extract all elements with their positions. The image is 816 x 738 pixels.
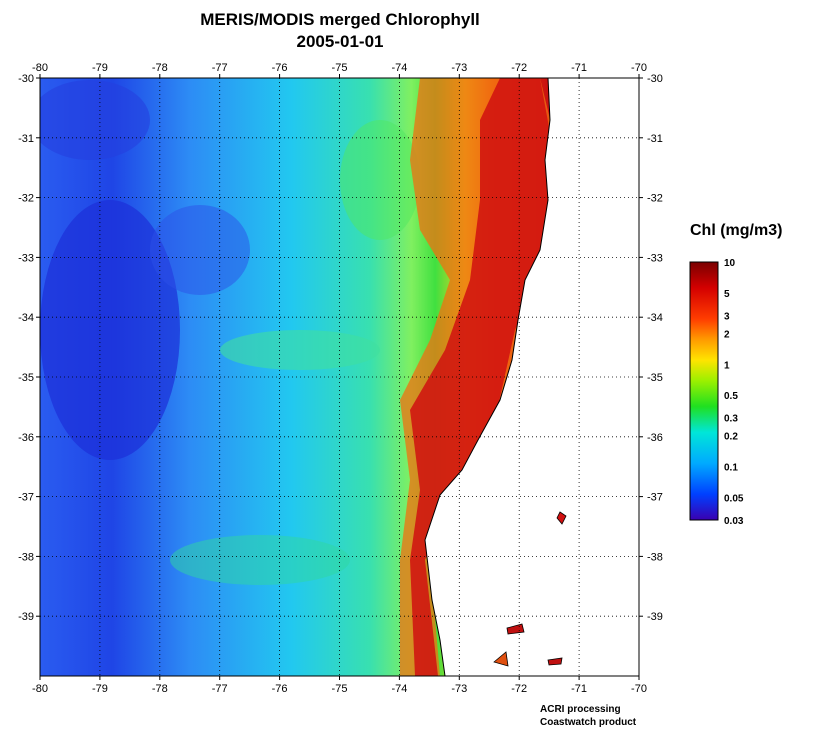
lake — [556, 511, 567, 525]
lat-tick-label-right: -39 — [647, 611, 663, 623]
lat-tick-label-right: -32 — [647, 193, 663, 205]
lon-tick-label-bottom: -76 — [272, 683, 288, 695]
lake — [506, 623, 525, 635]
lat-tick-label-left: -38 — [18, 551, 34, 563]
lat-tick-label-left: -36 — [18, 432, 34, 444]
colorbar-tick-label: 5 — [724, 289, 730, 300]
green-filament — [340, 120, 420, 240]
map-date: 2005-01-01 — [296, 32, 384, 51]
lon-tick-label-bottom: -70 — [631, 683, 647, 695]
lat-tick-label-right: -31 — [647, 133, 663, 145]
colorbar-tick-label: 0.2 — [724, 432, 738, 443]
lon-tick-label-bottom: -75 — [332, 683, 348, 695]
green-filament — [170, 535, 350, 585]
lon-tick-label-top: -70 — [631, 62, 647, 74]
credit-product: Coastwatch product — [540, 717, 637, 728]
lon-tick-label-bottom: -78 — [152, 683, 168, 695]
lon-tick-label-bottom: -77 — [212, 683, 228, 695]
lat-tick-label-right: -36 — [647, 432, 663, 444]
lon-tick-label-bottom: -80 — [32, 683, 48, 695]
lon-tick-label-top: -76 — [272, 62, 288, 74]
lon-tick-label-top: -75 — [332, 62, 348, 74]
lon-tick-label-bottom: -71 — [571, 683, 587, 695]
axis-tick-labels: -80 -80 -79 -79 -78 -78 -77 -77 -76 -76 -75 -75 -74 -… — [18, 62, 663, 695]
legend-title: Chl (mg/m3) — [690, 222, 783, 239]
credit-processing: ACRI processing — [540, 704, 621, 715]
lon-tick-label-top: -78 — [152, 62, 168, 74]
lon-tick-label-top: -77 — [212, 62, 228, 74]
lat-tick-label-right: -33 — [647, 252, 663, 264]
map-title: MERIS/MODIS merged Chlorophyll — [200, 10, 480, 29]
colorbar-tick-label: 10 — [724, 258, 736, 269]
colorbar-labels: 10 5 3 2 1 0.5 0.3 0.2 0.1 0.05 0.03 — [724, 258, 744, 527]
graticule — [36, 74, 643, 680]
lat-tick-label-left: -34 — [18, 312, 34, 324]
lat-tick-label-right: -34 — [647, 312, 663, 324]
green-filament — [220, 330, 380, 370]
map-frame — [39, 77, 640, 677]
lon-tick-label-top: -80 — [32, 62, 48, 74]
lon-tick-label-top: -79 — [92, 62, 108, 74]
colorbar-tick-label: 0.3 — [724, 414, 738, 425]
colorbar-tick-label: 0.1 — [724, 463, 738, 474]
lon-tick-label-top: -72 — [511, 62, 527, 74]
lake — [547, 657, 563, 666]
lat-tick-label-left: -30 — [18, 73, 34, 85]
lat-tick-label-right: -37 — [647, 492, 663, 504]
colorbar-tick-label: 2 — [724, 329, 730, 340]
colorbar-tick-label: 1 — [724, 360, 730, 371]
upwelling-core — [410, 78, 555, 676]
lon-tick-label-bottom: -73 — [451, 683, 467, 695]
lon-tick-label-bottom: -74 — [391, 683, 407, 695]
lon-tick-label-top: -73 — [451, 62, 467, 74]
lat-tick-label-left: -31 — [18, 133, 34, 145]
lon-tick-label-top: -74 — [391, 62, 407, 74]
colorbar-tick-label: 3 — [724, 311, 730, 322]
lat-tick-label-left: -32 — [18, 193, 34, 205]
oligotrophic-patch — [40, 200, 180, 460]
lake — [493, 651, 509, 667]
lat-tick-label-left: -33 — [18, 252, 34, 264]
lon-tick-label-top: -71 — [571, 62, 587, 74]
oligotrophic-patch — [150, 205, 250, 295]
coastline — [424, 78, 551, 676]
colorbar-tick-label: 0.5 — [724, 391, 738, 402]
colorbar — [689, 261, 719, 521]
colorbar-tick-label: 0.03 — [724, 516, 744, 527]
lat-tick-label-left: -35 — [18, 372, 34, 384]
lat-tick-label-right: -35 — [647, 372, 663, 384]
lat-tick-label-left: -37 — [18, 492, 34, 504]
oligotrophic-patch — [40, 80, 150, 160]
colorbar-tick-label: 0.05 — [724, 493, 744, 504]
lat-tick-label-right: -30 — [647, 73, 663, 85]
lat-tick-label-left: -39 — [18, 611, 34, 623]
lon-tick-label-bottom: -79 — [92, 683, 108, 695]
lat-tick-label-right: -38 — [647, 551, 663, 563]
lon-tick-label-bottom: -72 — [511, 683, 527, 695]
map-raster — [40, 78, 639, 676]
